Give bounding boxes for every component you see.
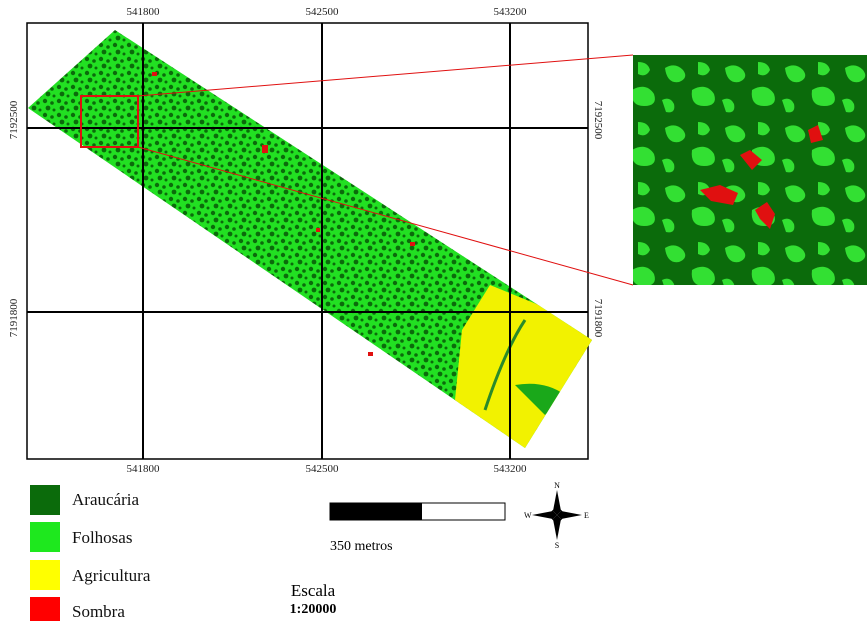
- coord-label: 542500: [306, 463, 340, 475]
- page: 541800 542500 543200 541800 542500 54320…: [0, 0, 867, 626]
- legend-label: Folhosas: [72, 528, 132, 547]
- coord-label: 541800: [127, 6, 161, 18]
- zoom-inset: [633, 55, 867, 285]
- legend-swatch: [30, 485, 60, 515]
- legend-label: Araucária: [72, 490, 139, 509]
- legend-swatch: [30, 560, 60, 590]
- compass-label: N: [554, 481, 560, 490]
- scale-bar-fill: [330, 503, 422, 520]
- scale-title: Escala: [291, 581, 336, 600]
- compass-label: E: [584, 511, 589, 520]
- legend-label: Agricultura: [72, 566, 151, 585]
- coord-label: 542500: [306, 6, 340, 18]
- coord-label: 7192500: [592, 101, 604, 140]
- coord-label: 541800: [127, 463, 161, 475]
- map-figure: 541800 542500 543200 541800 542500 54320…: [0, 0, 867, 621]
- scale-ratio: 1:20000: [290, 602, 337, 617]
- legend-swatch: [30, 597, 60, 621]
- scale-label: 350 metros: [330, 539, 393, 554]
- coord-label: 7192500: [8, 100, 20, 139]
- coord-label: 7191800: [8, 298, 20, 337]
- coord-label: 543200: [494, 463, 528, 475]
- legend-label: Sombra: [72, 602, 125, 621]
- compass: [532, 490, 582, 540]
- legend-swatch: [30, 522, 60, 552]
- coord-label: 543200: [494, 6, 528, 18]
- coord-label: 7191800: [592, 299, 604, 338]
- compass-label: W: [524, 511, 532, 520]
- compass-label: S: [555, 541, 559, 550]
